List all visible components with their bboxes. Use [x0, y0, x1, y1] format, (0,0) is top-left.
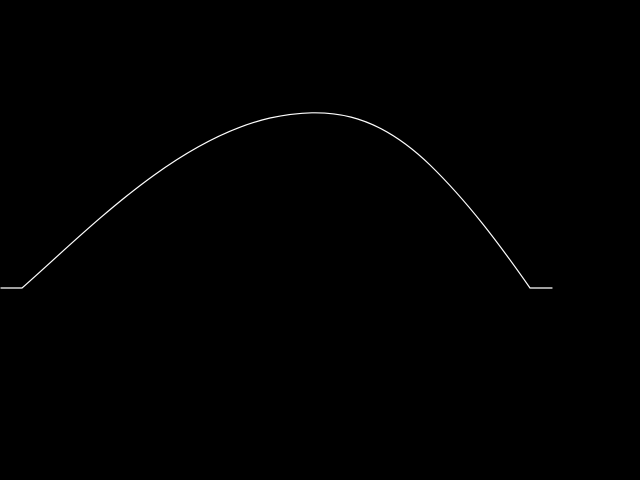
arch-curve [0, 112, 553, 289]
